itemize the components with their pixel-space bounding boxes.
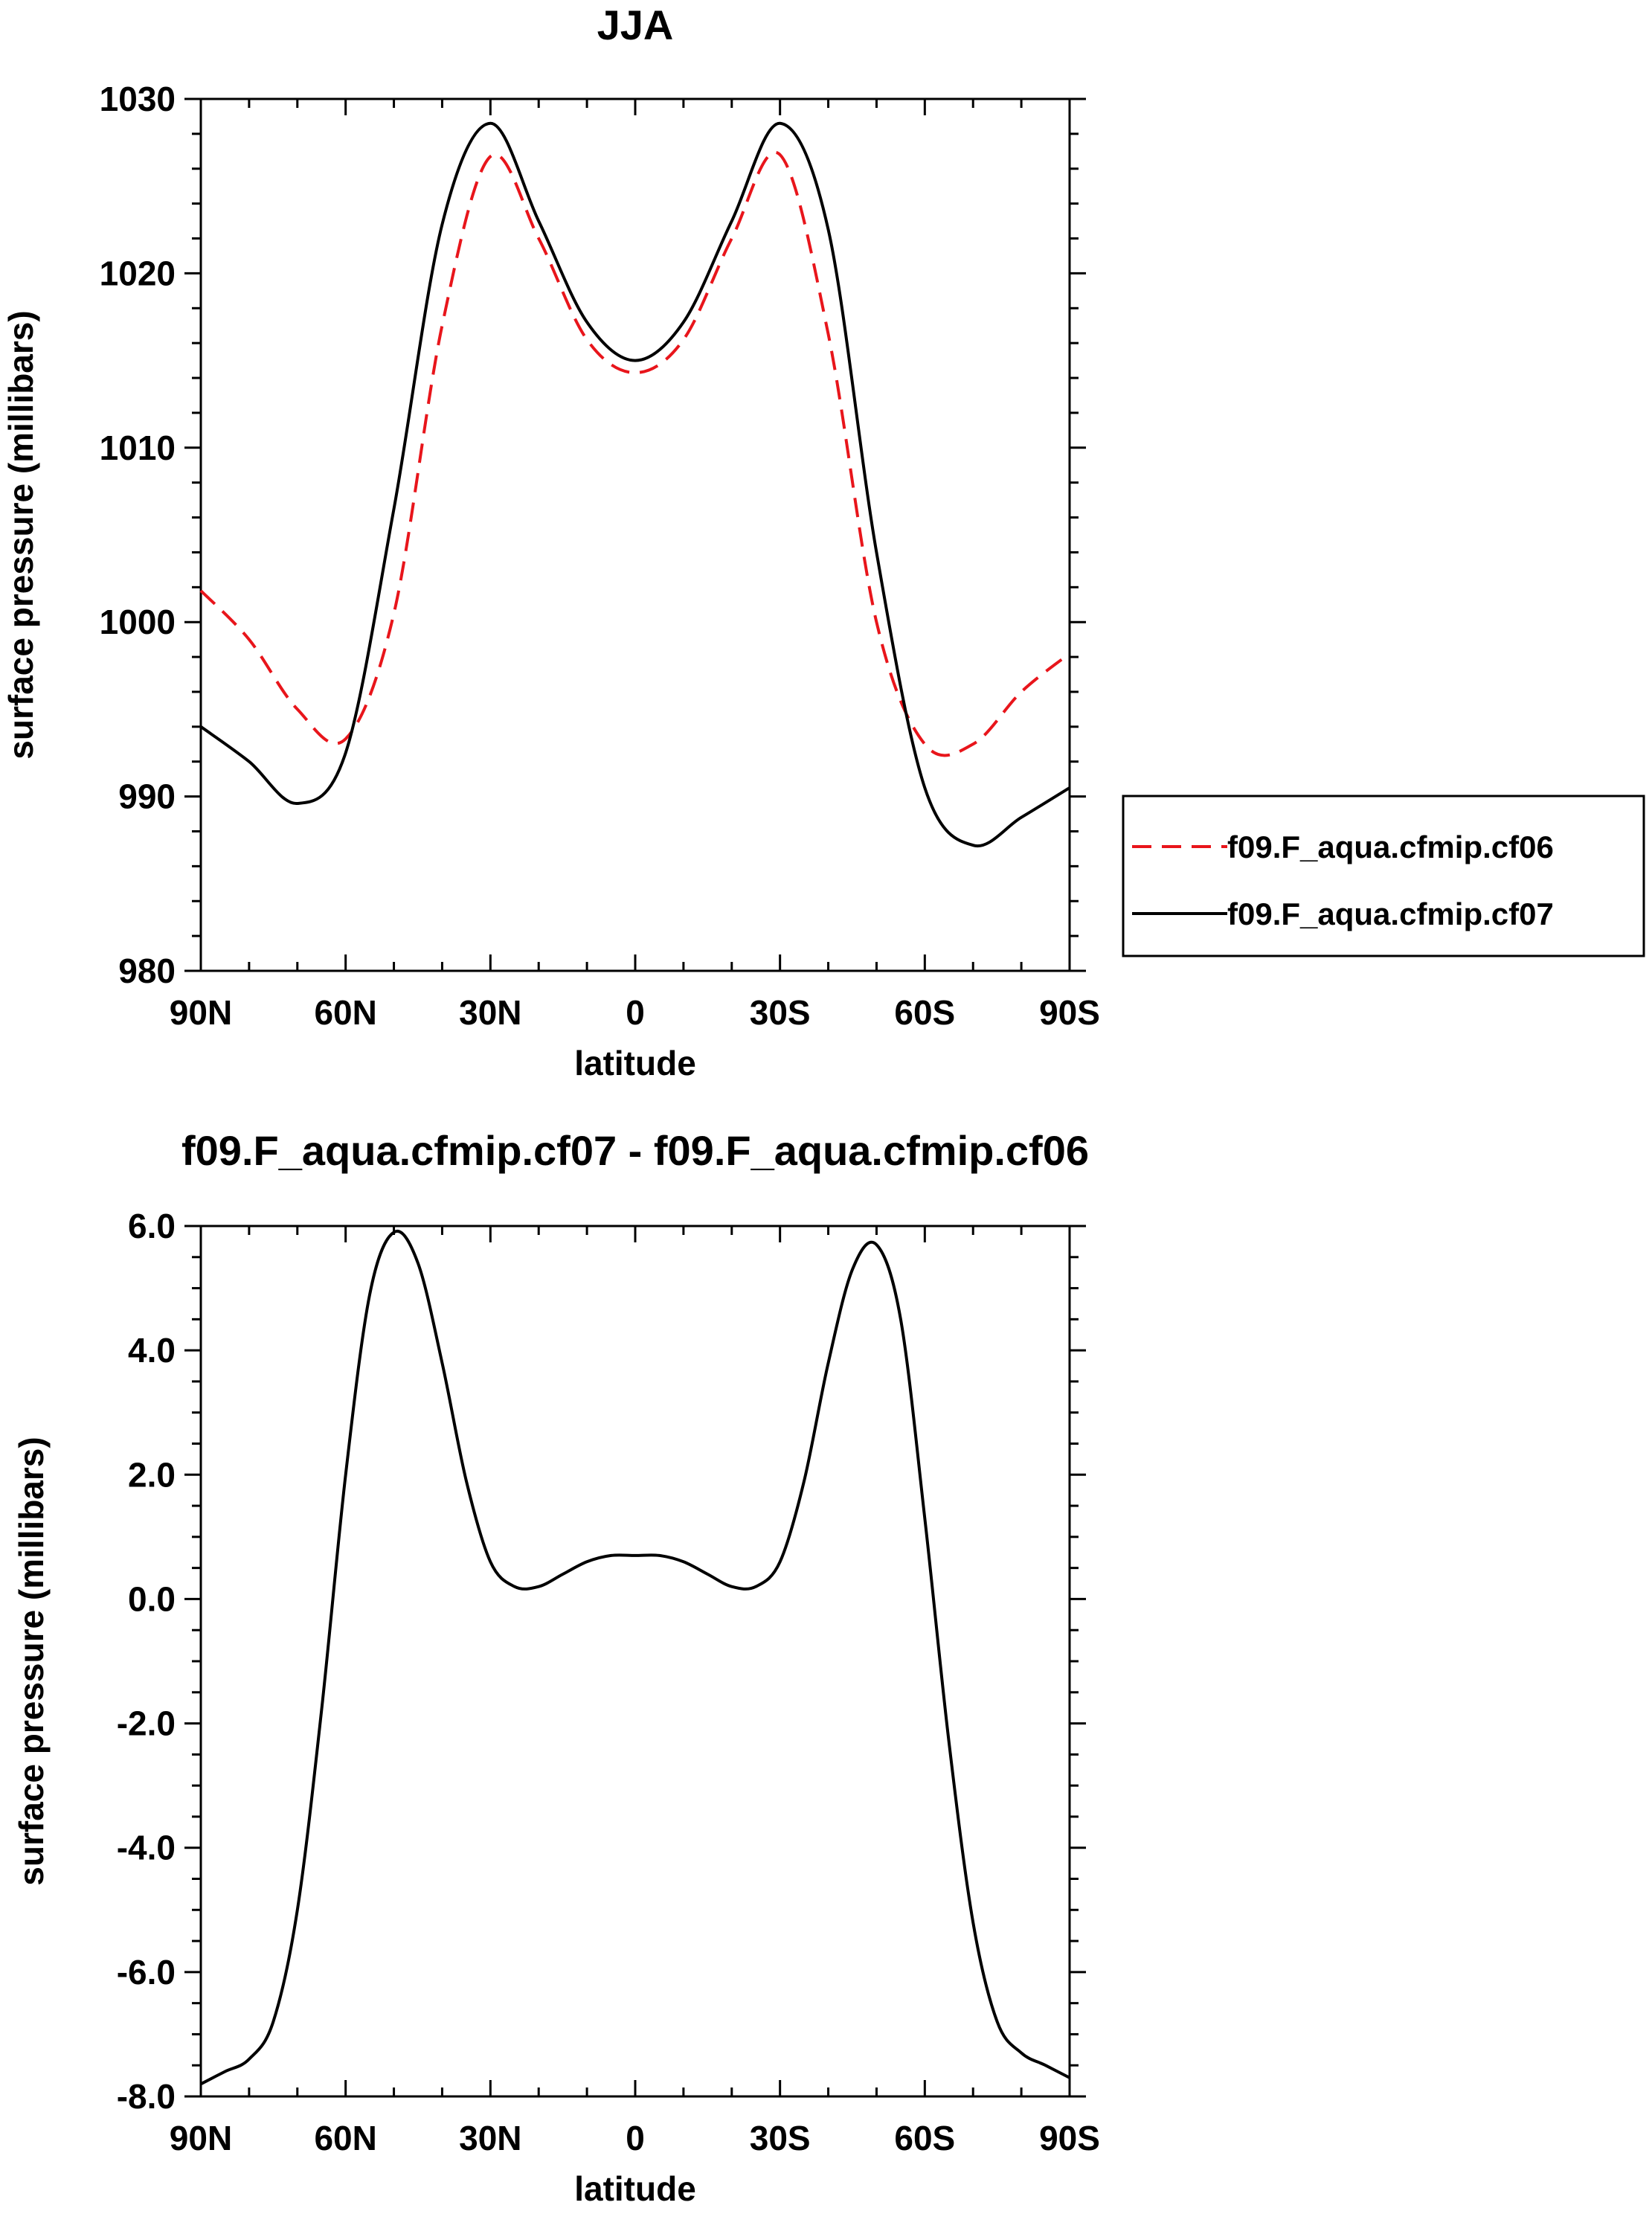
y-tick-label: -8.0	[117, 2077, 176, 2116]
x-tick-label: 90N	[170, 2119, 232, 2157]
series-line-2	[199, 121, 1071, 848]
x-tick-label: 60N	[314, 993, 376, 1032]
x-tick-label: 30N	[459, 993, 521, 1032]
y-tick-label: 1000	[100, 603, 176, 641]
y-axis-label: surface pressure (millibars)	[12, 1437, 51, 1885]
x-tick-label: 30S	[750, 2119, 811, 2157]
x-tick-label: 90N	[170, 993, 232, 1032]
y-tick-label: 4.0	[128, 1331, 176, 1370]
y-tick-label: 1020	[100, 254, 176, 292]
y-tick-label: -6.0	[117, 1953, 176, 1992]
x-tick-label: 60S	[894, 993, 955, 1032]
y-tick-label: -4.0	[117, 1829, 176, 1867]
chart-title: f09.F_aqua.cfmip.cf07 - f09.F_aqua.cfmip…	[181, 1127, 1089, 1174]
legend-box	[1122, 795, 1645, 957]
x-tick-label: 0	[626, 993, 645, 1032]
x-axis-label: latitude	[574, 1044, 696, 1082]
y-tick-label: 990	[118, 777, 176, 816]
series-line-1	[199, 151, 1071, 757]
chart-title: JJA	[597, 1, 674, 48]
y-tick-label: 0.0	[128, 1579, 176, 1618]
x-tick-label: 60N	[314, 2119, 376, 2157]
y-tick-label: 980	[118, 951, 176, 990]
y-tick-label: -2.0	[117, 1704, 176, 1743]
y-tick-label: 1010	[100, 429, 176, 467]
x-tick-label: 60S	[894, 2119, 955, 2157]
x-tick-label: 90S	[1039, 2119, 1100, 2157]
y-tick-label: 1030	[100, 80, 176, 118]
x-tick-label: 30N	[459, 2119, 521, 2157]
x-tick-label: 0	[626, 2119, 645, 2157]
legend-label: f09.F_aqua.cfmip.cf06	[1227, 829, 1554, 864]
y-tick-label: 6.0	[128, 1207, 176, 1245]
x-tick-label: 30S	[750, 993, 811, 1032]
x-tick-label: 90S	[1039, 993, 1100, 1032]
x-axis-label: latitude	[574, 2169, 696, 2208]
chart-difference: f09.F_aqua.cfmip.cf07 - f09.F_aqua.cfmip…	[12, 1127, 1100, 2208]
legend-label: f09.F_aqua.cfmip.cf07	[1227, 896, 1554, 931]
y-axis-label: surface pressure (millibars)	[1, 310, 40, 759]
chart-jja: JJA 90N 60N 30N 0 30S 60S 90S 980 990 1000 1010 1020…	[1, 1, 1645, 1082]
series-line-1	[200, 1230, 1070, 2086]
y-tick-label: 2.0	[128, 1455, 176, 1494]
plot-frame	[199, 97, 1071, 972]
